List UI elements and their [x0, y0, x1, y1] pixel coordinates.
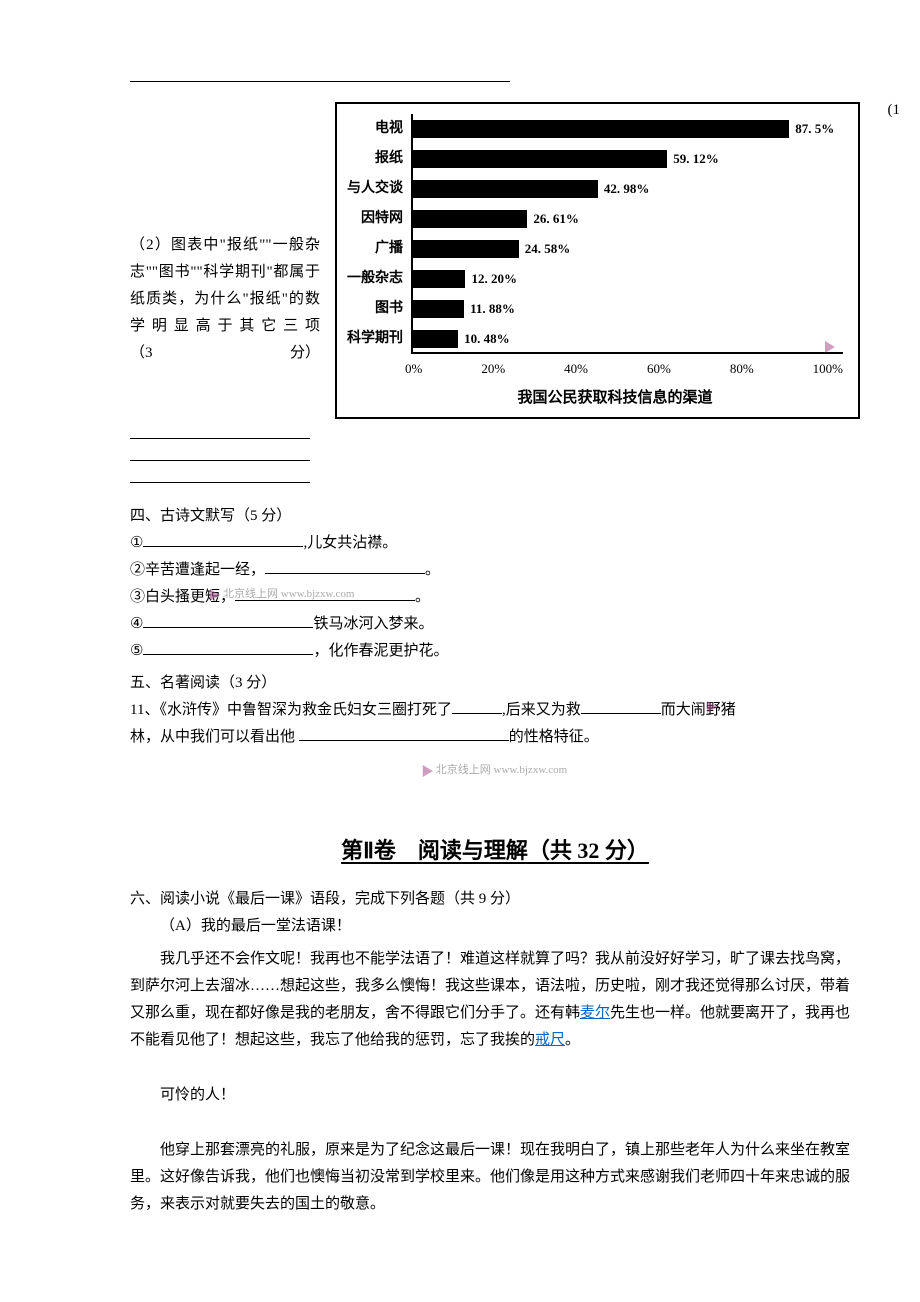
bar [413, 120, 789, 138]
blank [265, 573, 425, 574]
part2-title: 第Ⅱ卷 阅读与理解（共 32 分） [130, 831, 860, 871]
y-label: 科学期刊 [347, 324, 403, 354]
blank [235, 600, 415, 601]
section4-heading: 四、古诗文默写（5 分） [130, 503, 860, 530]
answer-line-top [130, 80, 510, 82]
x-tick: 40% [564, 357, 588, 380]
poetry-item: ⑤，化作春泥更护花。 [130, 638, 860, 665]
x-axis-ticks: 0% 20% 40% 60% 80% 100% [405, 357, 843, 380]
section5-heading: 五、名著阅读（3 分） [130, 670, 860, 697]
poetry-item: ①,儿女共沾襟。 [130, 530, 860, 557]
section6-heading: 六、阅读小说《最后一课》语段，完成下列各题（共 9 分） [130, 886, 860, 913]
bar-row: 12. 20% [413, 270, 843, 288]
q11: 11、《水浒传》中鲁智深为救金氏妇女三圈打死了,后来又为救而大闹野猪 [130, 697, 860, 724]
question2-with-chart: (1 （2）图表中"报纸""一般杂志""图书""科学期刊"都属于纸质类，为什么"… [130, 102, 860, 419]
passage-p2: 可怜的人！ [130, 1082, 860, 1109]
poetry-item: ②辛苦遭逢起一经，。 [130, 557, 860, 584]
x-tick: 20% [481, 357, 505, 380]
blank [143, 627, 313, 628]
blank [581, 713, 661, 714]
bar-value-label: 12. 20% [471, 267, 517, 290]
watermark-3: 北京线上网 www.bjzxw.com [423, 761, 567, 781]
y-label: 图书 [347, 294, 403, 324]
bar-row: 42. 98% [413, 180, 843, 198]
bar-row: 24. 58% [413, 240, 843, 258]
blank [143, 654, 313, 655]
question2-text: （2）图表中"报纸""一般杂志""图书""科学期刊"都属于纸质类，为什么"报纸"… [130, 102, 320, 367]
y-label: 广播 [347, 234, 403, 264]
q2-score: （3 分） [130, 340, 320, 367]
bar-value-label: 26. 61% [533, 207, 579, 230]
bar-value-label: 10. 48% [464, 327, 510, 350]
blank [143, 546, 303, 547]
x-tick: 100% [813, 357, 843, 380]
x-tick: 0% [405, 357, 422, 380]
blank [452, 713, 502, 714]
y-label: 报纸 [347, 144, 403, 174]
bar [413, 150, 667, 168]
y-label: 因特网 [347, 204, 403, 234]
link-maier[interactable]: 麦尔 [580, 1005, 610, 1021]
section-5: 五、名著阅读（3 分） 11、《水浒传》中鲁智深为救金氏妇女三圈打死了,后来又为… [130, 670, 860, 781]
section-4: 四、古诗文默写（5 分） 北京线上网 www.bjzxw.com ①,儿女共沾襟… [130, 503, 860, 665]
passage-p3: 他穿上那套漂亮的礼服，原来是为了纪念这最后一课！现在我明白了，镇上那些老年人为什… [130, 1137, 860, 1218]
poetry-item: ③白头搔更短，。 [130, 584, 860, 611]
answer-lines-q2 [130, 437, 860, 483]
bar-chart: 电视报纸与人交谈因特网广播一般杂志图书科学期刊 87. 5% 59. 12% 42.… [335, 102, 860, 419]
y-label: 一般杂志 [347, 264, 403, 294]
poetry-item: ④铁马冰河入梦来。 [130, 611, 860, 638]
bar-value-label: 24. 58% [525, 237, 571, 260]
bar-row: 59. 12% [413, 150, 843, 168]
chart-title: 我国公民获取科技信息的渠道 [387, 385, 843, 412]
bar [413, 300, 464, 318]
bar-value-label: 87. 5% [795, 117, 834, 140]
y-label: 电视 [347, 114, 403, 144]
paren-marker: (1 [888, 97, 901, 124]
bar-value-label: 11. 88% [470, 297, 515, 320]
sub-a: （A）我的最后一堂法语课！ [130, 913, 860, 940]
chart-plot-area: 87. 5% 59. 12% 42. 98% 26. 61% 24. 58% 12. 20… [411, 114, 843, 354]
bar-value-label: 42. 98% [604, 177, 650, 200]
q2-body: （2）图表中"报纸""一般杂志""图书""科学期刊"都属于纸质类，为什么"报纸"… [130, 232, 320, 340]
bar [413, 330, 458, 348]
blank [299, 740, 509, 741]
section-6: 六、阅读小说《最后一课》语段，完成下列各题（共 9 分） （A）我的最后一堂法语… [130, 886, 860, 1218]
bar [413, 180, 598, 198]
link-jiechi[interactable]: 戒尺 [535, 1032, 565, 1048]
bar-row: 87. 5% [413, 120, 843, 138]
bar [413, 270, 465, 288]
q11-line2: 林，从中我们可以看出他 的性格特征。 [130, 724, 860, 751]
bar-row: 26. 61% [413, 210, 843, 228]
bar-value-label: 59. 12% [673, 147, 719, 170]
y-label: 与人交谈 [347, 174, 403, 204]
bar-row: 10. 48% [413, 330, 843, 348]
x-tick: 60% [647, 357, 671, 380]
y-axis-labels: 电视报纸与人交谈因特网广播一般杂志图书科学期刊 [347, 114, 411, 354]
bar [413, 210, 527, 228]
x-tick: 80% [730, 357, 754, 380]
bar [413, 240, 519, 258]
passage-p1: 我几乎还不会作文呢！我再也不能学法语了！难道这样就算了吗？我从前没好好学习，旷了… [130, 946, 860, 1054]
bar-row: 11. 88% [413, 300, 843, 318]
